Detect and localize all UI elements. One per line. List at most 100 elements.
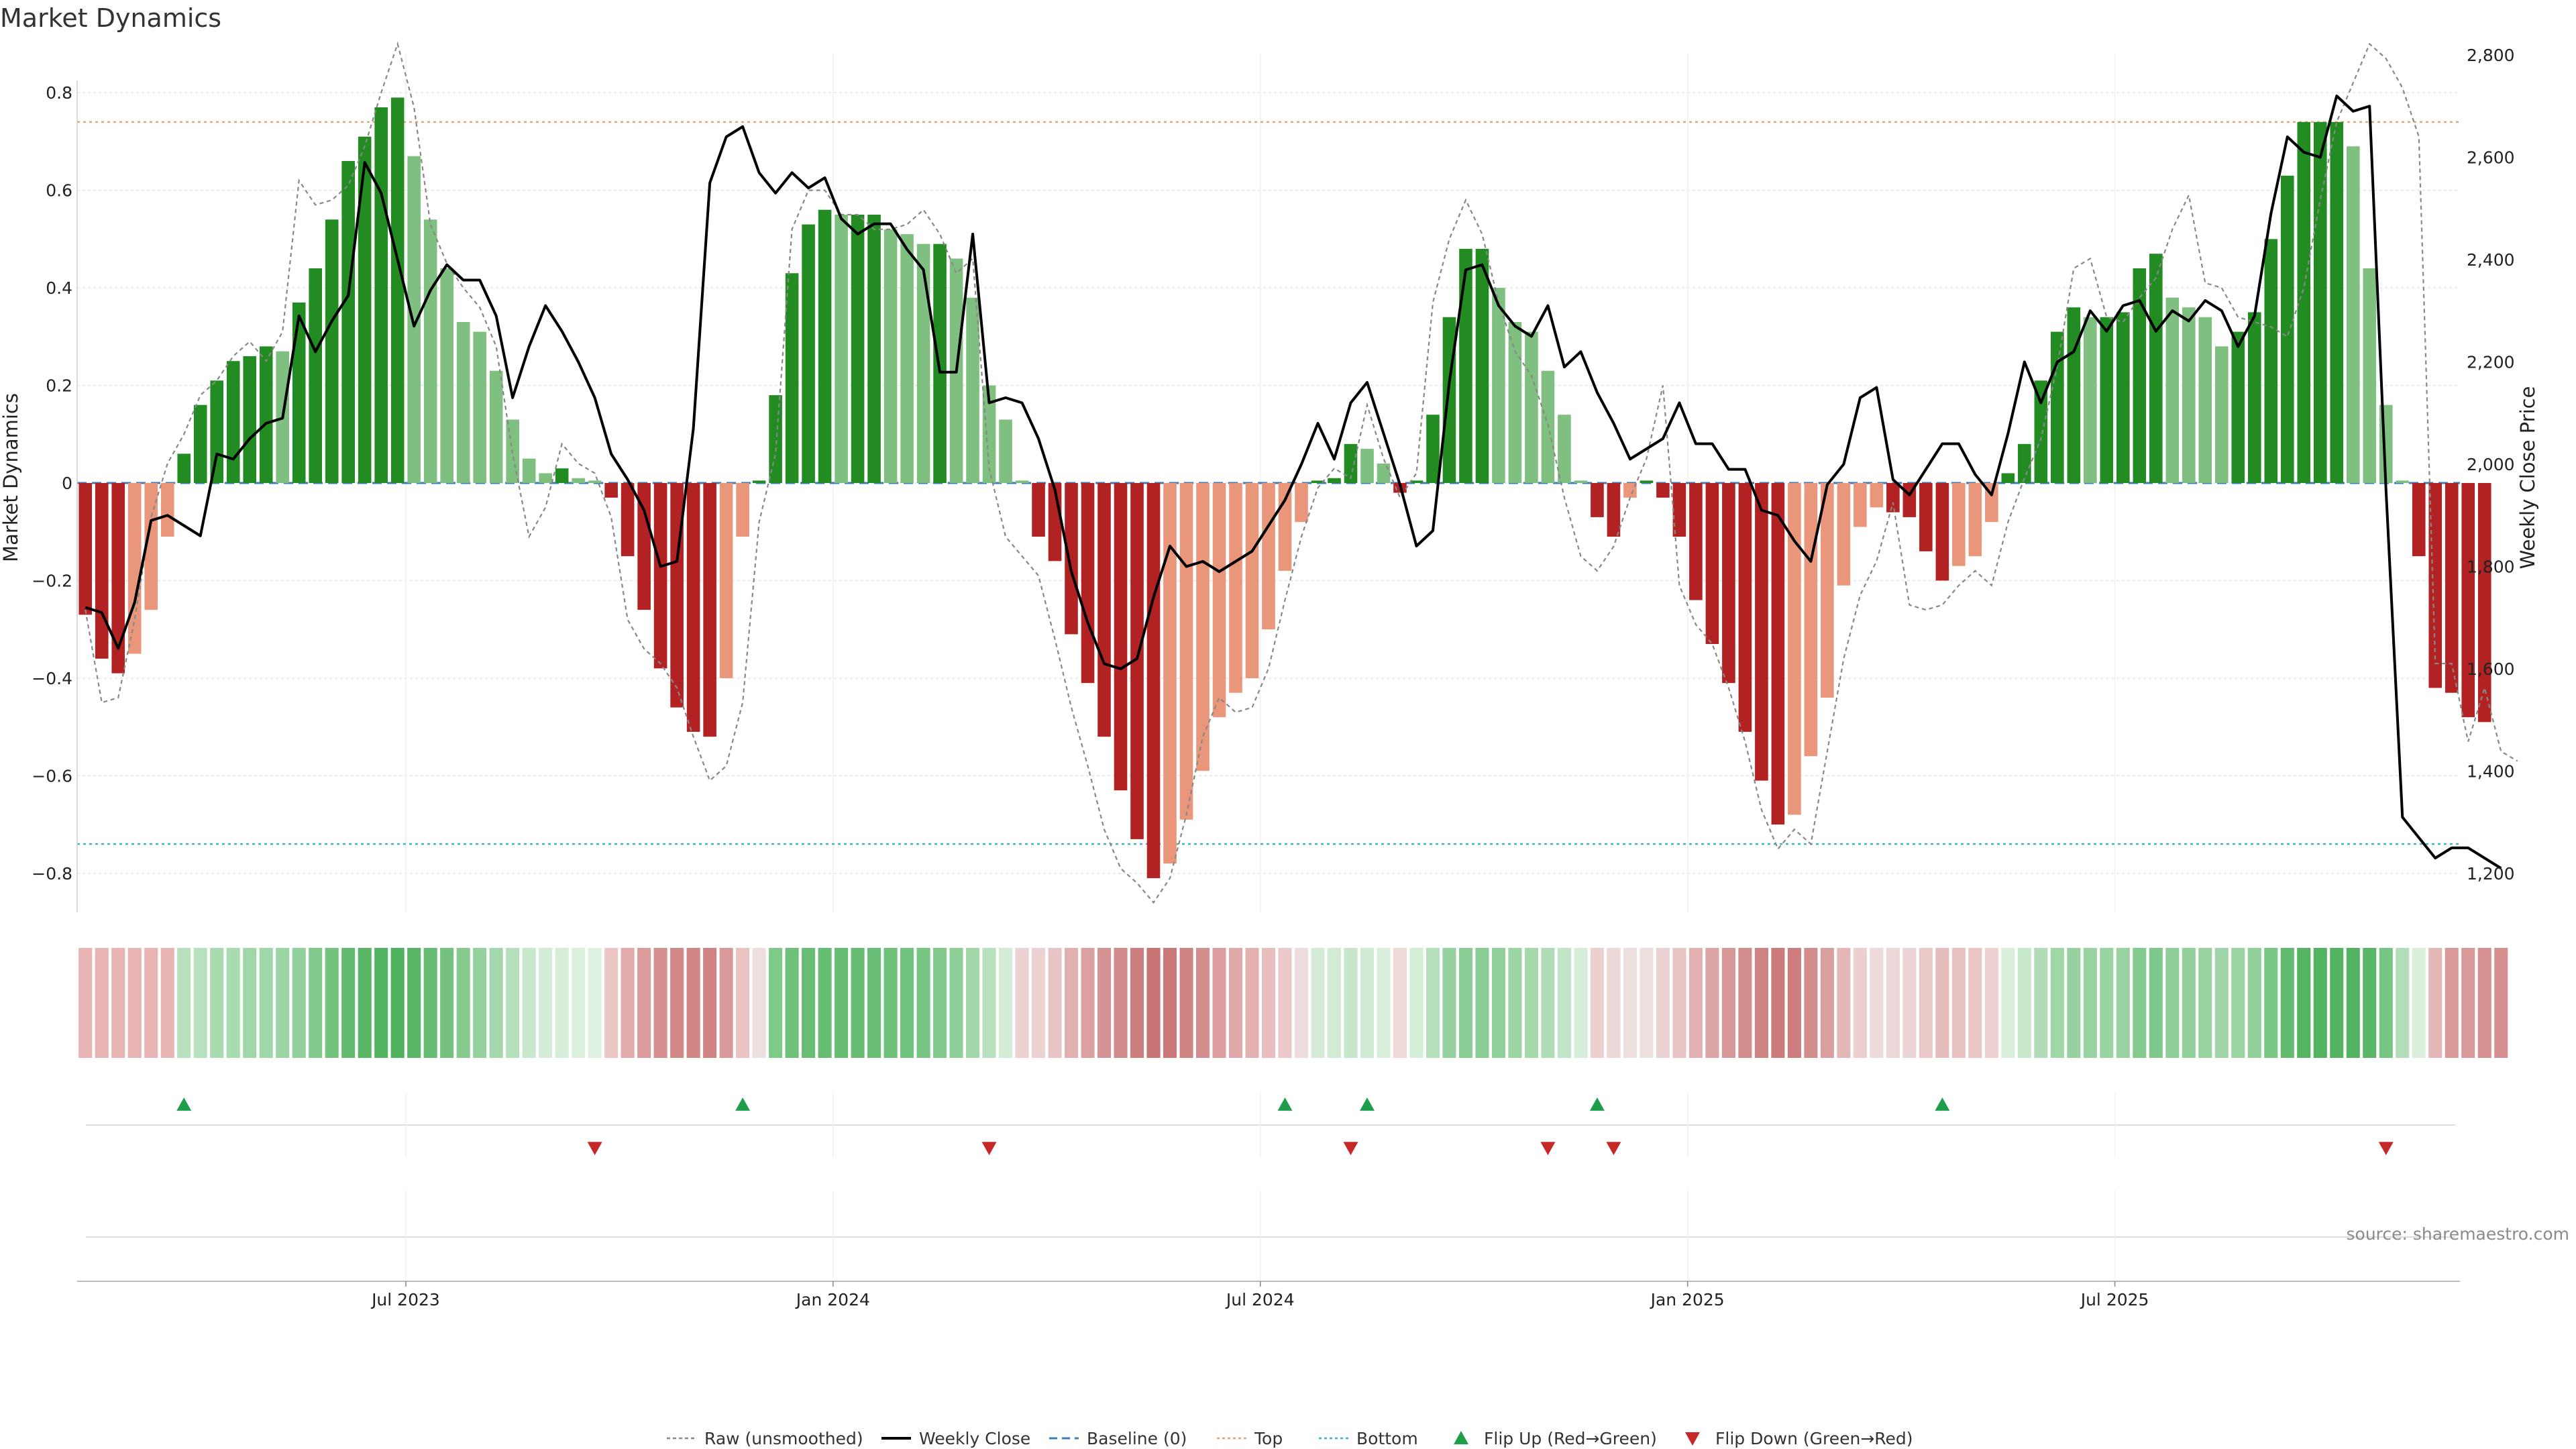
y-tick-right: 2,800 (2467, 46, 2515, 65)
heat-cell (1097, 948, 1112, 1058)
dynamics-bar (440, 268, 453, 483)
legend-label: Flip Up (Red→Green) (1484, 1429, 1657, 1448)
dynamics-bar (1196, 483, 1210, 771)
y-axis-label-right: Weekly Close Price (2516, 386, 2539, 570)
heat-cell (2017, 948, 2031, 1058)
heat-cell (1688, 948, 1703, 1058)
heat-cell (2396, 948, 2410, 1058)
y-tick-left: 0.2 (46, 376, 72, 396)
dynamics-bar (2445, 483, 2459, 693)
heat-cell (703, 948, 717, 1058)
dynamics-bar (2018, 443, 2031, 483)
source-note: source: sharemaestro.com (2347, 1224, 2570, 1244)
heat-cell (341, 948, 356, 1058)
heat-cell (2461, 948, 2475, 1058)
heat-cell (160, 948, 174, 1058)
heat-cell (1508, 948, 1522, 1058)
heat-cell (1491, 948, 1505, 1058)
heat-cell (1212, 948, 1226, 1058)
heat-cell (1163, 948, 1177, 1058)
heat-cell (1524, 948, 1538, 1058)
heat-cell (752, 948, 766, 1058)
dynamics-bar (1130, 483, 1144, 839)
heat-cell (177, 948, 191, 1058)
x-tick-label: Jul 2023 (370, 1290, 440, 1309)
y-tick-left: −0.4 (32, 669, 72, 688)
dynamics-bar (2100, 317, 2114, 483)
heat-cell (1820, 948, 1834, 1058)
dynamics-bar (818, 209, 832, 483)
dynamics-bar (374, 107, 388, 483)
dynamics-bar (1558, 415, 1571, 483)
legend: Raw (unsmoothed) Weekly Close Baseline (0)… (667, 1429, 1913, 1448)
flip-down-marker (1343, 1142, 1358, 1155)
dynamics-bar (1804, 483, 1818, 757)
heat-cell (818, 948, 832, 1058)
heat-cell (2116, 948, 2130, 1058)
dynamics-bar (210, 380, 224, 483)
dynamics-bar (423, 219, 437, 483)
heat-cell (1360, 948, 1375, 1058)
legend-label: Flip Down (Green→Red) (1715, 1429, 1913, 1448)
dynamics-bar (2231, 331, 2245, 483)
dynamics-bar (2034, 380, 2048, 483)
dynamics-bar (1952, 483, 1966, 566)
y-tick-right: 1,200 (2467, 864, 2515, 883)
heat-cell (1804, 948, 1818, 1058)
flip-up-marker (735, 1097, 751, 1111)
dynamics-bar (1508, 322, 1522, 483)
y-tick-left: 0.4 (46, 278, 72, 298)
dynamics-bar (1705, 483, 1719, 644)
heat-cell (1327, 948, 1342, 1058)
heat-cell (2133, 948, 2147, 1058)
dynamics-bar (95, 483, 109, 659)
heat-cell (210, 948, 224, 1058)
flip-events-panel (86, 1093, 2455, 1278)
heat-cell (2280, 948, 2294, 1058)
flip-down-marker (587, 1142, 602, 1155)
y-tick-left: 0 (62, 474, 72, 493)
heat-cell (1048, 948, 1062, 1058)
heat-cell (2247, 948, 2261, 1058)
heat-cell (1754, 948, 1768, 1058)
dynamics-bar (1229, 483, 1242, 693)
x-tick-label: Jul 2025 (2080, 1290, 2149, 1309)
dynamics-bar (1788, 483, 1801, 815)
flip-up-marker (1589, 1097, 1605, 1111)
dynamics-bar (144, 483, 158, 610)
dynamics-bar (1689, 483, 1703, 600)
heat-cell (2346, 948, 2360, 1058)
heat-cell (835, 948, 849, 1058)
heat-cell (1393, 948, 1407, 1058)
heat-cell (1607, 948, 1621, 1058)
dynamics-bar (1360, 449, 1374, 483)
flip-up-marker (1277, 1097, 1293, 1111)
heat-cell (2428, 948, 2443, 1058)
dynamics-bar (1821, 483, 1834, 698)
heat-cell (2264, 948, 2278, 1058)
dynamics-bar (686, 483, 700, 732)
legend-item-flip-down: Flip Down (Green→Red) (1685, 1429, 1913, 1448)
heat-cell (456, 948, 470, 1058)
heat-cell (670, 948, 684, 1058)
heat-cell (1458, 948, 1473, 1058)
dynamics-bar (2412, 483, 2426, 557)
dynamics-bar (1968, 483, 1982, 557)
dynamics-bar (2313, 121, 2327, 483)
heat-cell (1951, 948, 1966, 1058)
heat-cell (933, 948, 947, 1058)
heat-cell (1081, 948, 1095, 1058)
dynamics-bar (259, 346, 273, 483)
dynamics-bar (292, 302, 306, 483)
y-tick-right: 2,400 (2467, 250, 2515, 270)
heat-cell (621, 948, 635, 1058)
y-tick-right: 1,800 (2467, 557, 2515, 577)
dynamics-bar (1919, 483, 1933, 551)
dynamics-bar (2198, 317, 2212, 483)
dynamics-bar (588, 480, 602, 483)
dynamics-bar (883, 229, 898, 483)
dynamics-bar (539, 473, 552, 483)
legend-swatch (1454, 1431, 1468, 1444)
dynamics-bar (1492, 288, 1505, 483)
dynamics-bar (2051, 331, 2064, 483)
